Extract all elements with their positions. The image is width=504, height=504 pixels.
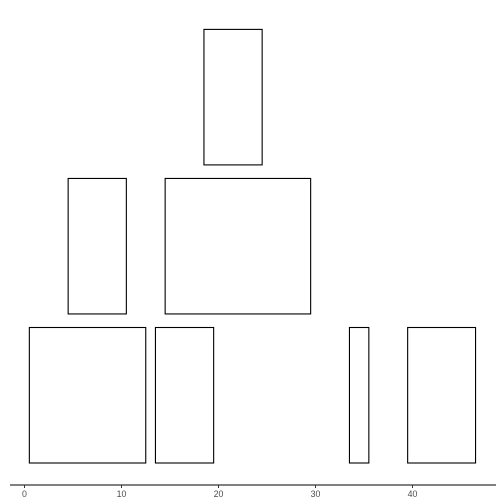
x-tick-label-40: 40 <box>408 489 418 499</box>
tile-3 <box>348 326 370 464</box>
x-tick-label-0: 0 <box>22 489 27 499</box>
tile-1 <box>28 326 147 464</box>
tile-5 <box>67 177 127 315</box>
tile-7 <box>203 28 263 166</box>
x-tick-label-10: 10 <box>117 489 127 499</box>
tile-6 <box>164 177 312 315</box>
tile-4 <box>407 326 477 464</box>
x-tick-label-20: 20 <box>214 489 224 499</box>
tile-layer <box>28 28 477 464</box>
x-tick-label-30: 30 <box>311 489 321 499</box>
tile-2 <box>154 326 215 464</box>
x-axis: 0 10 20 30 40 <box>10 484 496 499</box>
